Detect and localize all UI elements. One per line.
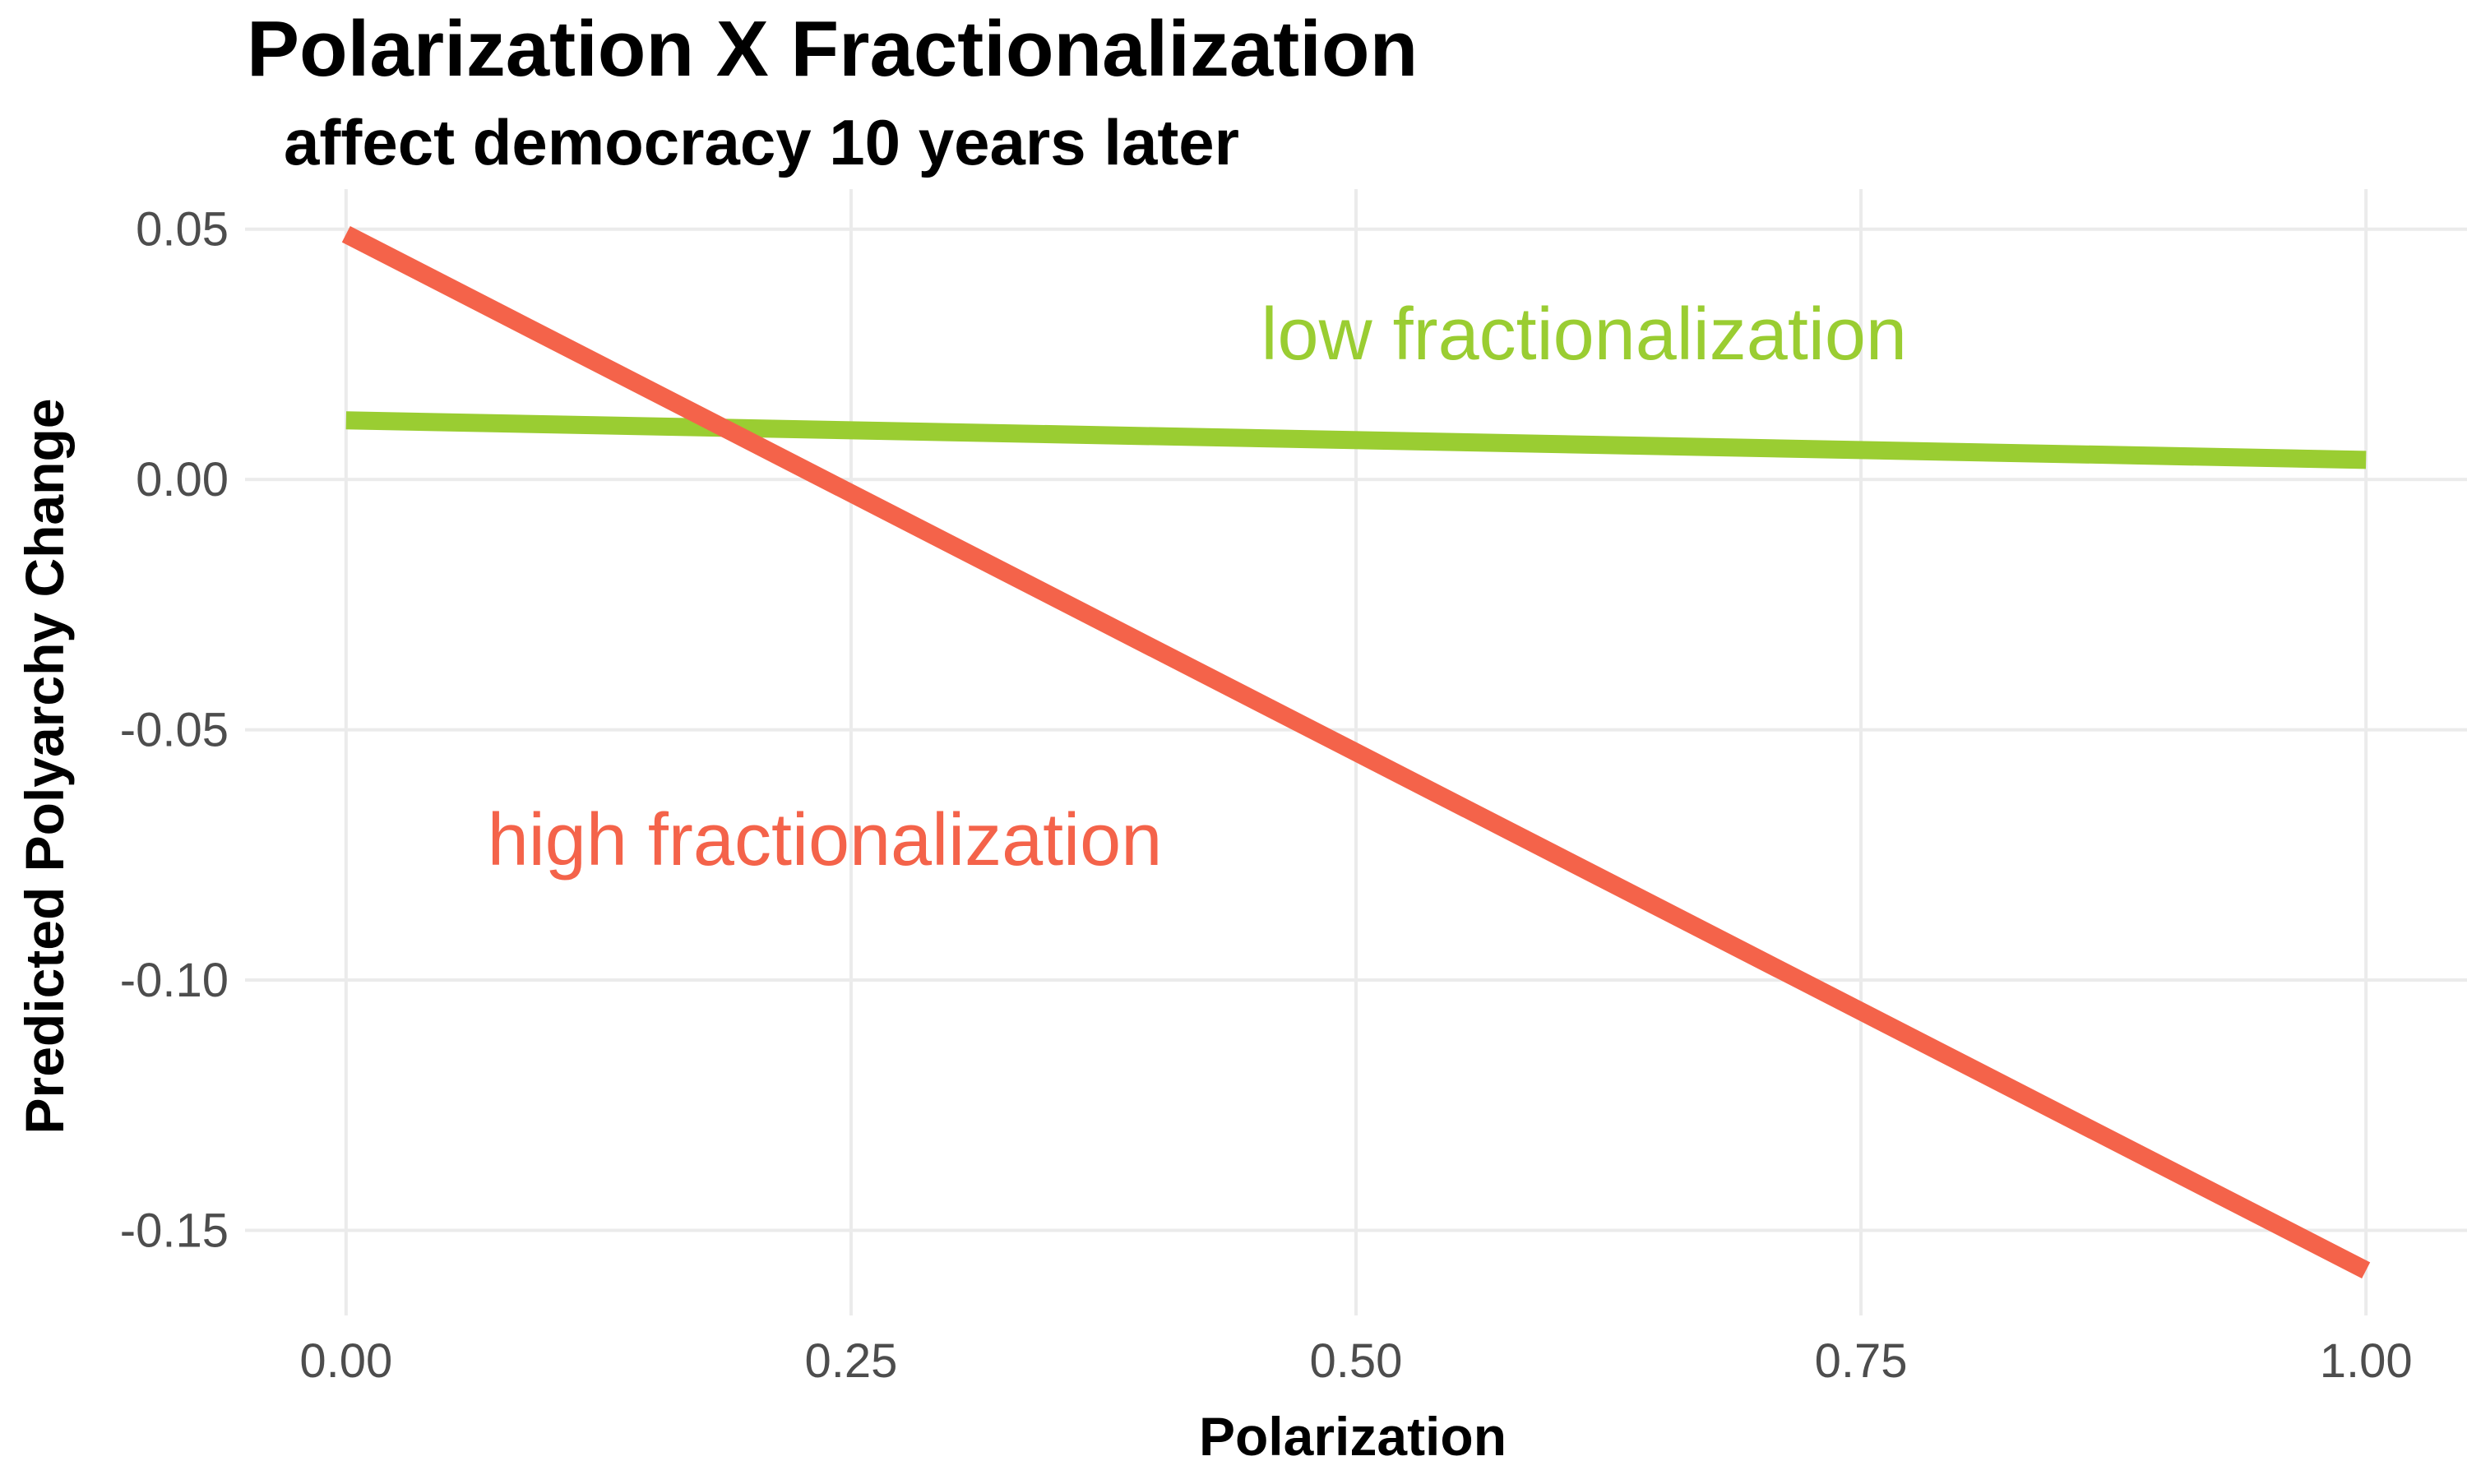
x-tick-label: 0.00 xyxy=(299,1334,392,1388)
y-tick-label: 0.00 xyxy=(136,453,229,506)
series-label-low-fractionalization: low fractionalization xyxy=(1261,294,1907,376)
x-tick-label: 0.25 xyxy=(804,1334,897,1388)
tick-layer: 0.05 0.00 -0.05 -0.10 -0.15 0.00 0.25 0.50 0.75 1… xyxy=(120,203,2413,1388)
chart-subtitle: affect democracy 10 years later xyxy=(284,106,1239,178)
y-tick-label: 0.05 xyxy=(136,203,229,257)
x-tick-label: 0.50 xyxy=(1310,1334,1403,1388)
y-tick-label: -0.15 xyxy=(120,1204,229,1257)
x-tick-label: 0.75 xyxy=(1815,1334,1908,1388)
series-line-high-fractionalization xyxy=(341,226,2371,1278)
line-layer xyxy=(341,226,2371,1278)
label-layer: low fractionalization high fractionalizat… xyxy=(488,294,1907,881)
x-tick-label: 1.00 xyxy=(2320,1334,2413,1388)
series-label-high-fractionalization: high fractionalization xyxy=(488,799,1163,881)
series-line-low-fractionalization xyxy=(345,411,2367,469)
x-axis-title: Polarization xyxy=(1199,1406,1507,1467)
y-tick-label: -0.10 xyxy=(120,954,229,1007)
y-tick-label: -0.05 xyxy=(120,704,229,757)
grid-layer xyxy=(245,189,2467,1315)
chart-title: Polarization X Fractionalization xyxy=(247,5,1418,93)
y-axis-title: Predicted Polyarchy Change xyxy=(14,399,75,1135)
